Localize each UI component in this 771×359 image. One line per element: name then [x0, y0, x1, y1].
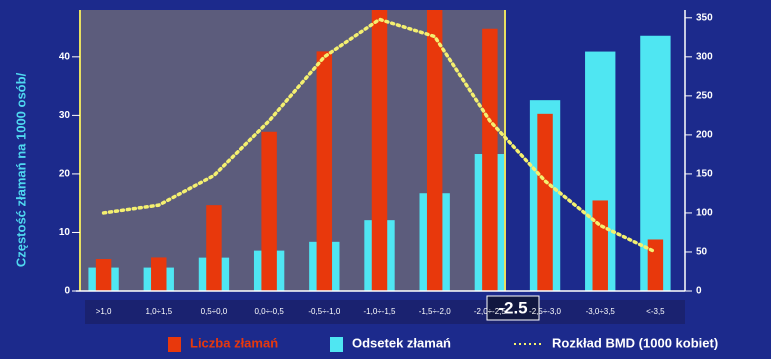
legend-label: Odsetek złamań — [352, 335, 451, 350]
y2-tick-label: 100 — [696, 208, 713, 219]
bar — [537, 113, 553, 291]
y2-tick-label: 150 — [696, 169, 713, 180]
y-tick-label: 30 — [59, 110, 71, 121]
x-tick-label: -1,5÷-2,0 — [419, 307, 452, 316]
y-axis-title: Częstość złamań na 1000 osób/ — [13, 72, 28, 267]
legend-swatch — [168, 337, 181, 352]
bar — [206, 205, 222, 291]
plot-area — [88, 10, 671, 291]
bar — [426, 10, 443, 291]
x-tick-label: >1,0 — [96, 307, 112, 316]
x-tick-label: -2,5÷-3,0 — [529, 307, 562, 316]
legend-swatch — [330, 337, 343, 352]
bar — [647, 239, 664, 291]
x-tick-label: -3,0÷3,5 — [586, 307, 616, 316]
y2-tick-label: 0 — [696, 286, 702, 297]
x-tick-label: 1,0÷1,5 — [145, 307, 172, 316]
threshold-label: -2.5 — [498, 298, 527, 317]
bar — [316, 51, 333, 291]
y2-tick-label: 300 — [696, 51, 713, 62]
bar — [95, 258, 112, 291]
x-tick-label: 0,5÷0,0 — [201, 307, 228, 316]
threshold-box — [486, 295, 540, 321]
legend-label: Rozkład BMD (1000 kobiet) — [552, 335, 718, 350]
bmd-line — [101, 17, 658, 254]
bar — [592, 200, 608, 291]
x-tick-label: <-3,5 — [646, 307, 665, 316]
y-tick-label: 20 — [59, 169, 71, 180]
y-tick-label: 0 — [64, 286, 70, 297]
y2-tick-label: 350 — [696, 12, 713, 23]
x-tick-label: -2,0÷-2,5 — [474, 307, 507, 316]
x-tick-label: -0,5÷-1,0 — [308, 307, 341, 316]
bar — [151, 257, 167, 291]
y-tick-label: 10 — [59, 227, 71, 238]
bar — [371, 10, 388, 291]
y2-tick-label: 200 — [696, 130, 713, 141]
x-tick-label: 0,0÷-0,5 — [254, 307, 284, 316]
bar — [482, 28, 498, 291]
y2-tick-label: 250 — [696, 91, 713, 102]
bar — [261, 131, 277, 291]
x-tick-label: -1,0÷-1,5 — [364, 307, 397, 316]
y2-tick-label: 50 — [696, 247, 708, 258]
y-tick-label: 40 — [59, 51, 71, 62]
category-strip — [85, 300, 685, 324]
legend-label: Liczba złamań — [190, 335, 278, 350]
